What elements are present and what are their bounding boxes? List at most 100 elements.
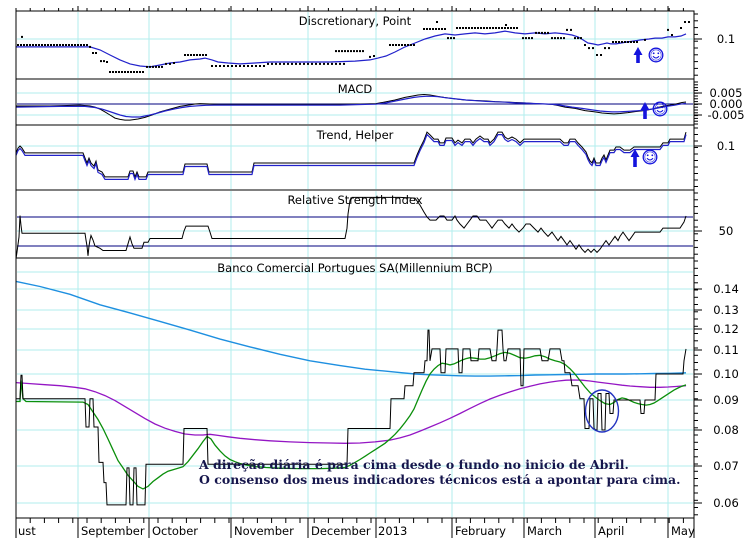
- point-dot: [395, 44, 397, 46]
- point-dot: [215, 65, 217, 67]
- point-dot: [173, 62, 175, 64]
- point-dot: [389, 44, 391, 46]
- point-dot: [106, 61, 108, 63]
- point-dot: [627, 41, 629, 43]
- point-dot: [495, 27, 497, 29]
- point-dot: [501, 27, 503, 29]
- point-dot: [335, 62, 337, 65]
- macd-line-blue: [15, 95, 687, 118]
- point-dot: [95, 52, 97, 54]
- point-dot: [462, 27, 464, 29]
- y-axis-label: 0.005: [709, 86, 743, 100]
- point-dot: [680, 27, 682, 29]
- point-dot: [580, 37, 582, 40]
- point-dot: [498, 27, 500, 29]
- point-dot: [50, 44, 52, 46]
- point-dot: [633, 41, 635, 43]
- point-dot: [584, 44, 586, 46]
- point-dot: [323, 62, 325, 65]
- point-dot: [109, 71, 111, 73]
- y-axis-label: 0.13: [713, 303, 739, 317]
- panel-title-macd: MACD: [337, 82, 373, 96]
- smiley-icon: [642, 149, 658, 165]
- point-dot: [71, 44, 73, 46]
- point-dot: [592, 47, 594, 50]
- point-dot: [275, 62, 277, 65]
- point-dot: [100, 60, 102, 63]
- y-axis-label: 0.1: [716, 139, 736, 153]
- point-dot: [413, 44, 415, 46]
- y-axis-label: 0.000: [709, 97, 743, 111]
- point-dot: [20, 44, 22, 46]
- point-dot: [436, 21, 438, 23]
- point-dot: [121, 71, 123, 73]
- point-dot: [23, 44, 25, 46]
- point-dot: [239, 65, 241, 67]
- point-dot: [486, 27, 488, 29]
- point-dot: [684, 21, 686, 23]
- point-dot: [570, 28, 572, 31]
- point-dot: [243, 65, 245, 67]
- point-dot: [444, 28, 446, 30]
- point-dot: [65, 44, 67, 46]
- point-dot: [544, 31, 546, 34]
- point-dot: [353, 50, 355, 53]
- point-dot: [644, 38, 646, 41]
- point-dot: [554, 37, 556, 40]
- point-dot: [165, 62, 167, 65]
- point-dot: [112, 71, 114, 73]
- smiley-icon: [648, 47, 664, 63]
- point-dot: [341, 50, 343, 53]
- y-axis-label: 0.11: [713, 343, 739, 357]
- point-dot: [356, 50, 358, 53]
- point-dot: [118, 71, 120, 73]
- y-axis-label: 0.07: [713, 459, 739, 473]
- point-dot: [551, 37, 553, 40]
- y-axis-label: -0.005: [707, 108, 745, 122]
- point-dot: [369, 55, 371, 58]
- point-dot: [339, 62, 341, 65]
- point-dot: [38, 44, 40, 46]
- point-dot: [373, 55, 375, 57]
- trend-line-black: [15, 131, 687, 179]
- point-dot: [541, 31, 543, 34]
- annotation-line-2: O consenso dos meus indicadores técnicos…: [199, 472, 681, 487]
- point-dot: [426, 28, 428, 30]
- ma-slow-purple: [15, 379, 687, 444]
- point-dot: [577, 37, 579, 40]
- point-dot: [283, 62, 285, 65]
- point-dot: [438, 28, 440, 30]
- point-dot: [459, 27, 461, 29]
- point-dot: [35, 44, 37, 46]
- point-dot: [127, 71, 129, 73]
- point-dot: [267, 62, 269, 65]
- point-dot: [47, 44, 49, 46]
- point-dot: [190, 54, 192, 56]
- point-dot: [115, 71, 117, 73]
- point-dot: [103, 60, 105, 63]
- point-dot: [489, 27, 491, 29]
- point-dot: [507, 27, 509, 29]
- point-dot: [636, 41, 638, 43]
- y-axis-label: 0.1: [716, 32, 736, 46]
- point-dot: [538, 31, 540, 34]
- x-axis-month-label: May: [671, 524, 695, 538]
- point-dot: [563, 37, 565, 40]
- point-dot: [688, 21, 690, 23]
- point-dot: [630, 41, 632, 43]
- point-dot: [410, 44, 412, 46]
- point-dot: [618, 41, 620, 43]
- point-dot: [295, 62, 297, 65]
- point-dot: [516, 27, 518, 29]
- point-dot: [211, 65, 213, 67]
- point-dot: [311, 62, 313, 65]
- point-dot: [152, 65, 154, 68]
- point-dot: [80, 44, 82, 46]
- point-dot: [184, 54, 186, 56]
- point-dot: [621, 41, 623, 43]
- point-dot: [29, 44, 31, 46]
- point-dot: [62, 44, 64, 46]
- point-dot: [547, 31, 549, 34]
